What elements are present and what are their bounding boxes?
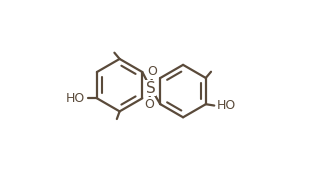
Text: O: O [147, 65, 157, 78]
Text: O: O [144, 98, 154, 111]
Text: HO: HO [217, 99, 236, 112]
Text: S: S [146, 80, 155, 95]
Text: HO: HO [66, 92, 85, 105]
